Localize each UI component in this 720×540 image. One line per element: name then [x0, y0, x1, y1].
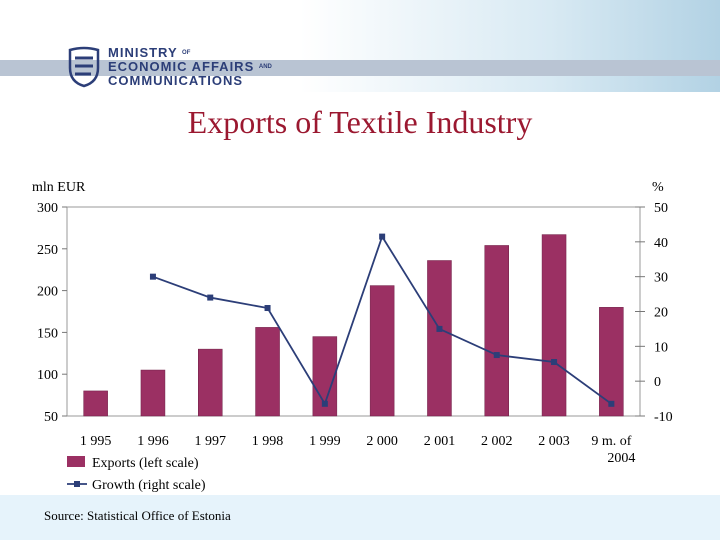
slide-title: Exports of Textile Industry — [187, 104, 533, 140]
left-axis-tick-label: 200 — [37, 285, 58, 300]
growth-point — [608, 400, 615, 407]
slide-header: MINISTRY OF ECONOMIC AFFAIRS AND COMMUNI… — [0, 0, 720, 92]
export-bar — [599, 307, 624, 417]
ministry-logo-text: MINISTRY OF ECONOMIC AFFAIRS AND COMMUNI… — [108, 46, 272, 88]
export-bar — [198, 348, 223, 417]
left-axis-tick-label: 100 — [37, 368, 58, 383]
x-axis-tick-label: 2 001 — [424, 434, 456, 449]
right-axis-tick-label: -10 — [654, 410, 673, 425]
x-axis-tick-label: 1 998 — [252, 434, 284, 449]
export-bar — [83, 390, 108, 417]
slide-footer — [0, 495, 720, 540]
legend-label-growth: Growth (right scale) — [92, 478, 206, 493]
ministry-line-2: ECONOMIC AFFAIRS — [108, 59, 255, 74]
growth-point — [551, 359, 558, 366]
growth-point — [264, 305, 271, 312]
x-axis-tick-label-line: 2 002 — [481, 434, 513, 449]
legend-marker-growth — [74, 481, 80, 487]
x-axis-tick-label: 1 997 — [195, 434, 227, 449]
left-axis-tick-label: 300 — [37, 201, 58, 216]
x-axis-tick-label-line: 2 003 — [538, 434, 570, 449]
export-bar — [541, 234, 567, 417]
ministry-line-1: MINISTRY — [108, 45, 178, 60]
x-axis-tick-label-line: 1 997 — [195, 434, 227, 449]
x-axis-tick-label-line: 1 999 — [309, 434, 341, 449]
right-axis-tick-label: 50 — [654, 201, 668, 216]
legend-label-exports: Exports (left scale) — [92, 456, 199, 471]
x-axis-tick-label: 1 999 — [309, 434, 341, 449]
right-axis-tick-label: 20 — [654, 306, 668, 321]
left-axis-label: mln EUR — [32, 180, 86, 195]
growth-point — [493, 352, 500, 359]
ministry-line-3: COMMUNICATIONS — [108, 73, 244, 88]
x-axis-tick-label: 1 996 — [137, 434, 169, 449]
right-axis-tick-label: 40 — [654, 236, 668, 251]
growth-point — [436, 325, 443, 332]
x-axis-tick-label-line: 1 998 — [252, 434, 284, 449]
header-band — [0, 60, 720, 76]
x-axis-tick-label: 9 m. of 2004 — [591, 434, 635, 466]
growth-point — [149, 273, 156, 280]
legend-swatch-exports — [67, 456, 85, 467]
left-axis-tick-label: 50 — [44, 410, 58, 425]
growth-point — [321, 400, 328, 407]
x-axis-tick-label-line: 1 995 — [80, 434, 112, 449]
x-axis-tick-label: 2 003 — [538, 434, 570, 449]
left-axis-tick-label: 250 — [37, 243, 58, 258]
growth-point — [207, 294, 214, 301]
right-axis-label: % — [652, 180, 664, 195]
right-axis-tick-label: 0 — [654, 375, 661, 390]
right-axis-tick-label: 30 — [654, 271, 668, 286]
export-bar — [255, 327, 280, 417]
ministry-of: OF — [182, 50, 191, 56]
ministry-and: AND — [258, 64, 272, 70]
x-axis-tick-label: 1 995 — [80, 434, 112, 449]
snowflake-decoration — [300, 0, 720, 92]
x-axis-tick-label-line: 2004 — [607, 451, 635, 466]
x-axis-tick-label-line: 2 000 — [366, 434, 398, 449]
coat-of-arms-icon — [68, 46, 100, 88]
export-bar — [140, 369, 166, 417]
x-axis-tick-label-line: 2 001 — [424, 434, 456, 449]
export-bar — [427, 260, 452, 417]
x-axis-tick-label-line: 9 m. of — [591, 434, 631, 449]
x-axis-tick-label: 2 000 — [366, 434, 398, 449]
export-bar — [484, 245, 509, 417]
source-note: Source: Statistical Office of Estonia — [44, 508, 231, 523]
left-axis-tick-label: 150 — [37, 326, 58, 341]
x-axis-tick-label-line: 1 996 — [137, 434, 169, 449]
x-axis-tick-label: 2 002 — [481, 434, 513, 449]
right-axis-tick-label: 10 — [654, 340, 668, 355]
growth-point — [379, 233, 386, 240]
export-bar — [369, 285, 395, 417]
